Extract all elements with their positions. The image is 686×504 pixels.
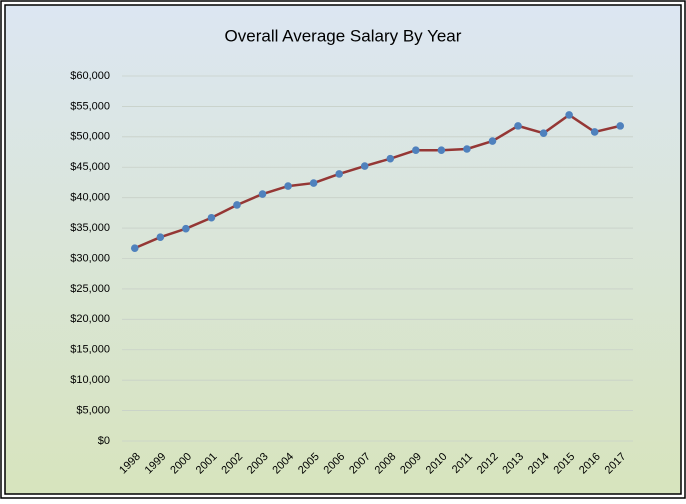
data-point bbox=[463, 145, 471, 153]
data-point bbox=[182, 224, 190, 233]
y-tick-label: $50,000 bbox=[70, 131, 110, 143]
data-point bbox=[412, 146, 420, 155]
grid bbox=[122, 75, 633, 442]
y-tick-label: $40,000 bbox=[70, 192, 110, 204]
data-point bbox=[156, 233, 165, 242]
chart-title: Overall Average Salary By Year bbox=[225, 26, 462, 45]
data-point bbox=[284, 182, 292, 190]
y-tick-label: $20,000 bbox=[70, 313, 110, 325]
data-point bbox=[207, 213, 216, 222]
data-point bbox=[386, 154, 395, 163]
y-tick-label: $35,000 bbox=[70, 222, 110, 234]
data-point bbox=[565, 111, 573, 119]
y-tick-label: $30,000 bbox=[70, 252, 110, 264]
data-point bbox=[360, 162, 369, 170]
data-point bbox=[488, 137, 497, 145]
y-tick-label: $0 bbox=[98, 435, 110, 447]
data-point bbox=[233, 201, 241, 209]
data-point bbox=[130, 244, 139, 252]
y-tick-label: $25,000 bbox=[70, 283, 110, 295]
y-tick-label: $10,000 bbox=[70, 374, 110, 386]
data-point bbox=[514, 122, 522, 130]
y-tick-label: $5,000 bbox=[76, 404, 110, 416]
data-point bbox=[590, 128, 599, 136]
marks bbox=[130, 111, 625, 252]
series-line bbox=[134, 113, 621, 250]
data-point bbox=[309, 179, 318, 187]
data-point bbox=[258, 190, 267, 198]
y-tick-label: $45,000 bbox=[70, 161, 110, 173]
y-tick-label: $60,000 bbox=[70, 70, 110, 82]
data-point bbox=[437, 146, 446, 155]
data-point bbox=[616, 122, 625, 130]
chart-area bbox=[4, 4, 682, 495]
y-tick-label: $55,000 bbox=[70, 100, 110, 112]
data-point bbox=[539, 129, 548, 137]
data-point bbox=[335, 170, 343, 178]
y-tick-label: $15,000 bbox=[70, 344, 110, 356]
